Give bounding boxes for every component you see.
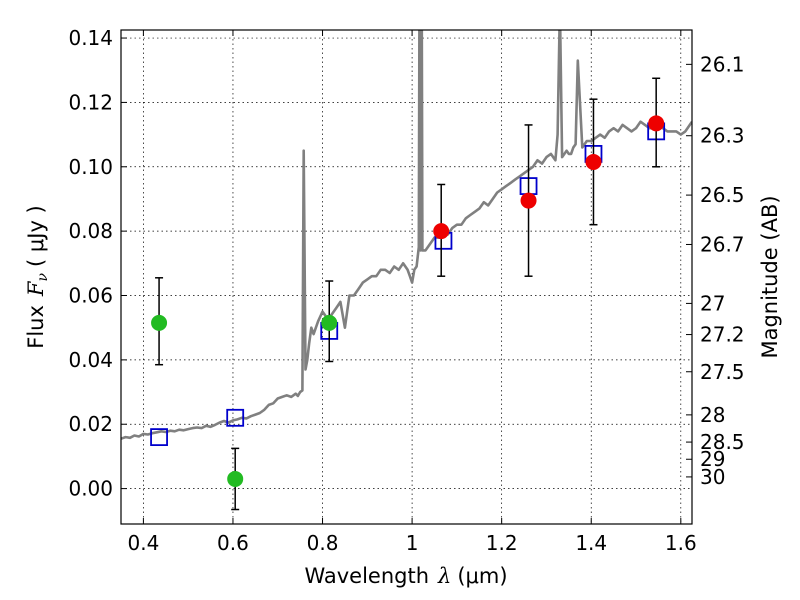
right-axis-tick-label: 28 [700,403,725,427]
x-axis-label-text: Wavelength [304,564,429,588]
right-axis-tick-label: 27.2 [700,323,745,347]
axis-ticks [121,30,692,524]
right-axis-tick-label: 27 [700,291,725,315]
right-axis-label: Magnitude (AB) [758,195,782,358]
x-tick-label: 1 [406,531,419,555]
observed-photometry-point [585,153,602,170]
right-axis-tick-label: 28.5 [700,430,745,454]
x-axis-label: Wavelength λ (μm) [304,564,507,588]
x-tick-label: 1.2 [486,531,518,555]
y-axis-label: Flux Fν ( μJy ) [24,205,51,348]
observed-photometry-point [321,314,338,331]
plot-area [121,30,692,511]
right-axis-tick-label: 26.5 [700,183,745,207]
observed-photometry-point [433,223,450,240]
y-tick-label: 0.10 [68,155,113,179]
right-axis-tick-label: 29 [700,447,725,471]
x-tick-label: 1.4 [575,531,607,555]
x-axis-unit: (μm) [457,564,507,588]
plot-frame [120,29,693,525]
x-axis-symbol: λ [437,564,451,588]
x-tick-label: 0.4 [127,531,159,555]
observed-photometry-point [151,314,168,331]
grid [121,30,692,524]
y-tick-label: 0.04 [68,348,113,372]
observed-photometry-point [520,192,537,209]
y-axis-label-text: Flux [24,305,48,349]
y-axis-subscript: ν [35,273,51,282]
y-axis-symbol: F [24,280,48,297]
right-axis-tick-label: 26.1 [700,52,745,76]
y-axis-unit: ( μJy ) [24,205,48,267]
observed-photometry-point [227,470,244,487]
y-tick-label: 0.12 [68,90,113,114]
model-photometry-square [150,428,168,447]
right-axis-tick-label: 27.5 [700,360,745,384]
x-tick-label: 0.8 [307,531,339,555]
model-spectrum-line [121,30,692,440]
x-tick-label: 0.6 [217,531,249,555]
observed-photometry-point [648,115,665,132]
right-axis-tick-label: 30 [700,465,725,489]
x-tick-label: 1.6 [665,531,697,555]
y-tick-label: 0.08 [68,219,113,243]
y-tick-label: 0.06 [68,284,113,308]
y-tick-label: 0.14 [68,26,113,50]
y-tick-label: 0.02 [68,412,113,436]
y-tick-label: 0.00 [68,477,113,501]
right-axis-tick-label: 26.3 [700,124,745,148]
model-photometry-square [226,408,245,427]
right-axis-tick-label: 26.7 [700,232,745,256]
axis-tick-labels: 0.4 0.6 0.8 1 1.2 1.4 1.6 0.00 0.02 0.04 0.06 0.08 0… [68,26,744,555]
